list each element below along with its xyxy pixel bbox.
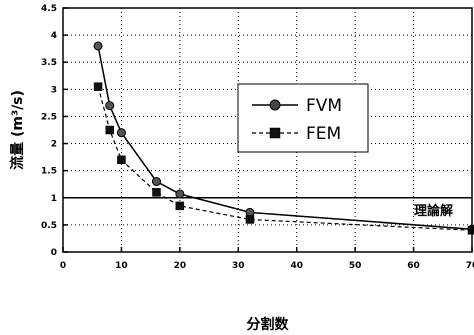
legend-label-fvm: FVM bbox=[306, 96, 342, 116]
x-tick-label: 0 bbox=[60, 261, 66, 271]
data-point-fem bbox=[245, 215, 255, 224]
data-point-fem bbox=[467, 226, 474, 235]
y-tick-label: 4 bbox=[51, 31, 57, 41]
x-tick-label: 40 bbox=[290, 261, 303, 271]
y-tick-label: 0 bbox=[51, 248, 57, 258]
data-point-fem bbox=[152, 188, 161, 197]
y-tick-label: 3 bbox=[51, 85, 57, 95]
legend-marker-fem bbox=[269, 127, 281, 139]
legend-label-fem: FEM bbox=[306, 124, 341, 144]
data-point-fvm bbox=[175, 189, 185, 199]
x-tick-label: 70 bbox=[466, 261, 474, 271]
x-tick-label: 30 bbox=[232, 261, 245, 271]
series-group bbox=[93, 41, 474, 235]
y-tick-label: 2.5 bbox=[41, 112, 57, 122]
x-tick-label: 20 bbox=[174, 261, 187, 271]
reference-line-label: 理論解 bbox=[414, 203, 453, 219]
legend-marker-fvm bbox=[269, 99, 281, 111]
y-tick-label: 1 bbox=[51, 194, 57, 204]
plot-frame bbox=[62, 7, 473, 253]
y-tick-label: 4.5 bbox=[41, 4, 57, 14]
tick-labels: 0 10 20 30 40 50 60 70 0 0.5 1 1.5 2 2.5 3 3.5 4 4.5 bbox=[41, 4, 474, 271]
y-tick-label: 2 bbox=[51, 140, 57, 150]
legend: FVM FEM bbox=[237, 83, 369, 153]
x-axis-title: 分割数 bbox=[247, 316, 290, 333]
data-point-fem bbox=[105, 125, 114, 135]
x-tick-label: 60 bbox=[407, 261, 420, 271]
data-point-fvm bbox=[116, 128, 126, 138]
data-point-fem bbox=[93, 82, 103, 91]
y-axis-title: 流量 (m³/s) bbox=[9, 90, 26, 170]
y-tick-label: 3.5 bbox=[41, 58, 57, 68]
data-point-fem bbox=[175, 201, 185, 211]
legend-box bbox=[237, 83, 369, 153]
x-tick-label: 50 bbox=[349, 261, 362, 271]
y-tick-label: 1.5 bbox=[41, 167, 57, 177]
data-point-fvm bbox=[93, 41, 103, 51]
data-point-fem bbox=[117, 155, 126, 165]
data-point-fvm bbox=[151, 177, 161, 187]
x-tick-label: 10 bbox=[115, 261, 128, 271]
data-point-fvm bbox=[105, 101, 115, 111]
y-tick-label: 0.5 bbox=[41, 221, 57, 231]
